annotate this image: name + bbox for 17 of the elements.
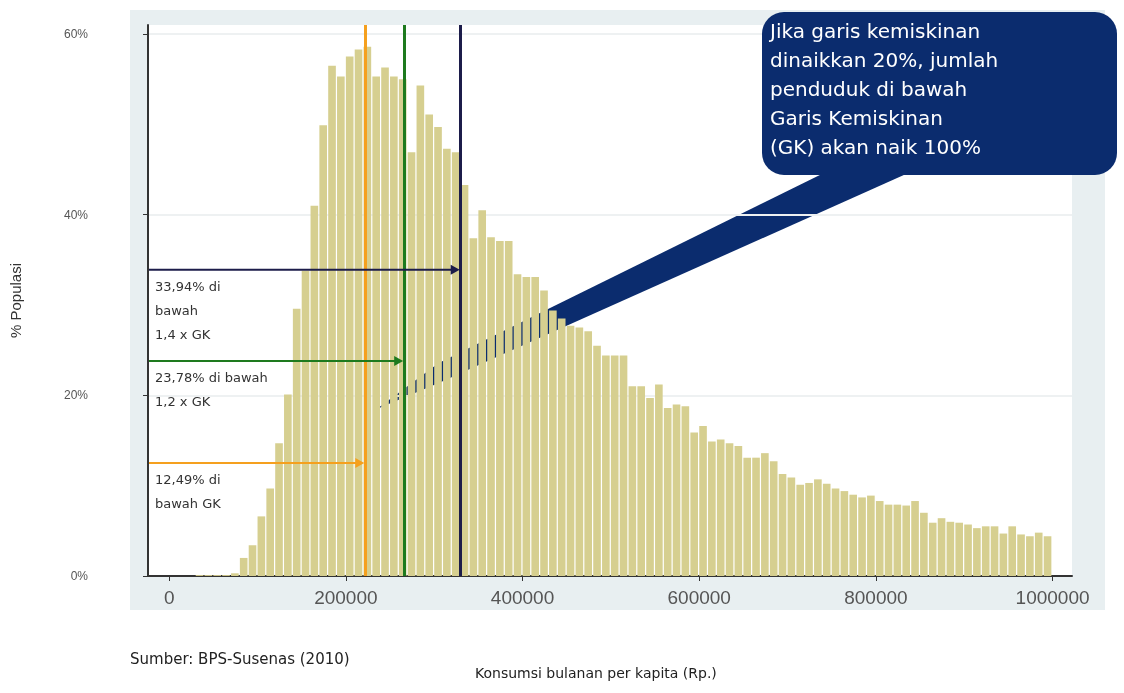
y-tick-label: 20% bbox=[63, 388, 89, 403]
y-axis-title: % Populasi bbox=[7, 262, 24, 339]
annotation: 23,78% di bawah 1,2 x GK bbox=[155, 369, 268, 411]
text: Sumber: BPS-Susenas (2010) bbox=[130, 650, 350, 668]
x-tick-label: 200000 bbox=[314, 587, 378, 608]
annotation: Jika garis kemiskinan dinaikkan 20%, jumlah penduduk di bawah Garis Kemiskinan (GK) akan naik 100% bbox=[770, 18, 1000, 161]
x-tick-label: 0 bbox=[163, 587, 175, 608]
x-tick-label: 1000000 bbox=[1015, 587, 1090, 608]
x-tick-label: 400000 bbox=[490, 587, 555, 608]
x-tick-label: 800000 bbox=[844, 587, 908, 608]
y-tick-label: 0% bbox=[70, 569, 89, 583]
y-tick-label: 40% bbox=[63, 207, 89, 222]
annotation: 12,49% di bawah GK bbox=[155, 471, 221, 514]
x-tick-label: 600000 bbox=[667, 587, 731, 608]
x-axis-title: Konsumsi bulanan per kapita (Rp.) bbox=[475, 665, 717, 681]
y-tick-label: 60% bbox=[63, 27, 89, 42]
annotation: 33,94% di bawah 1,4 x GK bbox=[155, 277, 221, 344]
